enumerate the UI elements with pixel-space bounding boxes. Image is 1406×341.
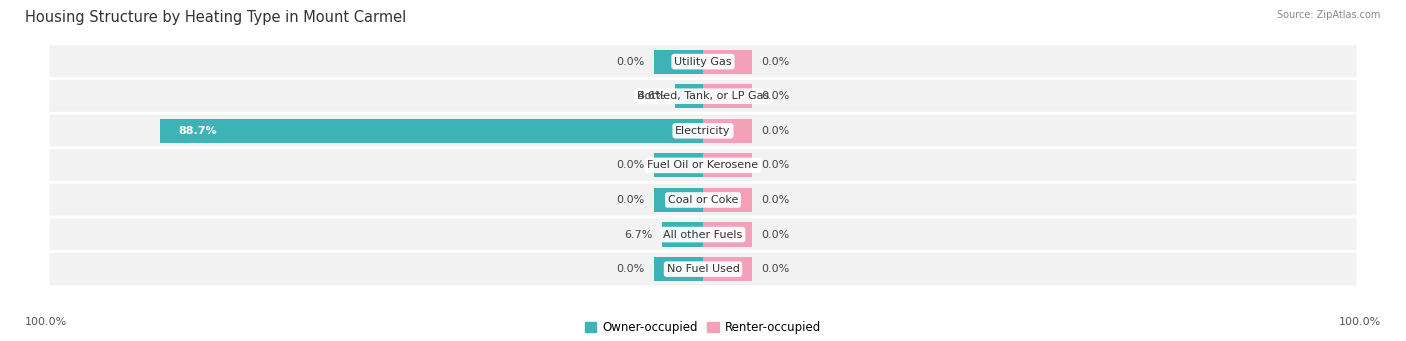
Text: Housing Structure by Heating Type in Mount Carmel: Housing Structure by Heating Type in Mou… <box>25 10 406 25</box>
Text: 6.7%: 6.7% <box>624 229 652 240</box>
Text: 0.0%: 0.0% <box>617 195 645 205</box>
Bar <box>703 49 752 74</box>
Bar <box>703 119 752 143</box>
FancyBboxPatch shape <box>48 44 1358 79</box>
Text: 0.0%: 0.0% <box>761 126 789 136</box>
Text: 100.0%: 100.0% <box>25 317 67 327</box>
Bar <box>160 119 703 143</box>
FancyBboxPatch shape <box>48 78 1358 114</box>
Text: 4.6%: 4.6% <box>637 91 665 101</box>
Text: 0.0%: 0.0% <box>761 264 789 274</box>
Text: Electricity: Electricity <box>675 126 731 136</box>
Text: 0.0%: 0.0% <box>761 91 789 101</box>
FancyBboxPatch shape <box>48 148 1358 183</box>
Text: Fuel Oil or Kerosene: Fuel Oil or Kerosene <box>647 160 759 170</box>
Text: 0.0%: 0.0% <box>617 57 645 66</box>
Text: 0.0%: 0.0% <box>617 160 645 170</box>
Text: All other Fuels: All other Fuels <box>664 229 742 240</box>
FancyBboxPatch shape <box>48 182 1358 218</box>
FancyBboxPatch shape <box>48 113 1358 148</box>
Bar <box>654 49 703 74</box>
Text: Coal or Coke: Coal or Coke <box>668 195 738 205</box>
Bar <box>703 188 752 212</box>
Bar <box>703 222 752 247</box>
Text: Utility Gas: Utility Gas <box>675 57 731 66</box>
Bar <box>654 188 703 212</box>
Text: 0.0%: 0.0% <box>761 160 789 170</box>
Text: Bottled, Tank, or LP Gas: Bottled, Tank, or LP Gas <box>637 91 769 101</box>
Text: 0.0%: 0.0% <box>761 195 789 205</box>
Bar <box>662 222 703 247</box>
Text: 0.0%: 0.0% <box>617 264 645 274</box>
Text: Source: ZipAtlas.com: Source: ZipAtlas.com <box>1277 10 1381 20</box>
Bar <box>654 257 703 281</box>
Text: 0.0%: 0.0% <box>761 57 789 66</box>
Legend: Owner-occupied, Renter-occupied: Owner-occupied, Renter-occupied <box>585 321 821 334</box>
Bar <box>703 153 752 178</box>
Text: No Fuel Used: No Fuel Used <box>666 264 740 274</box>
FancyBboxPatch shape <box>48 252 1358 287</box>
Bar <box>654 153 703 178</box>
Text: 100.0%: 100.0% <box>1339 317 1381 327</box>
Bar <box>703 84 752 108</box>
Bar <box>675 84 703 108</box>
Text: 0.0%: 0.0% <box>761 229 789 240</box>
Bar <box>703 257 752 281</box>
Text: 88.7%: 88.7% <box>179 126 218 136</box>
FancyBboxPatch shape <box>48 217 1358 252</box>
